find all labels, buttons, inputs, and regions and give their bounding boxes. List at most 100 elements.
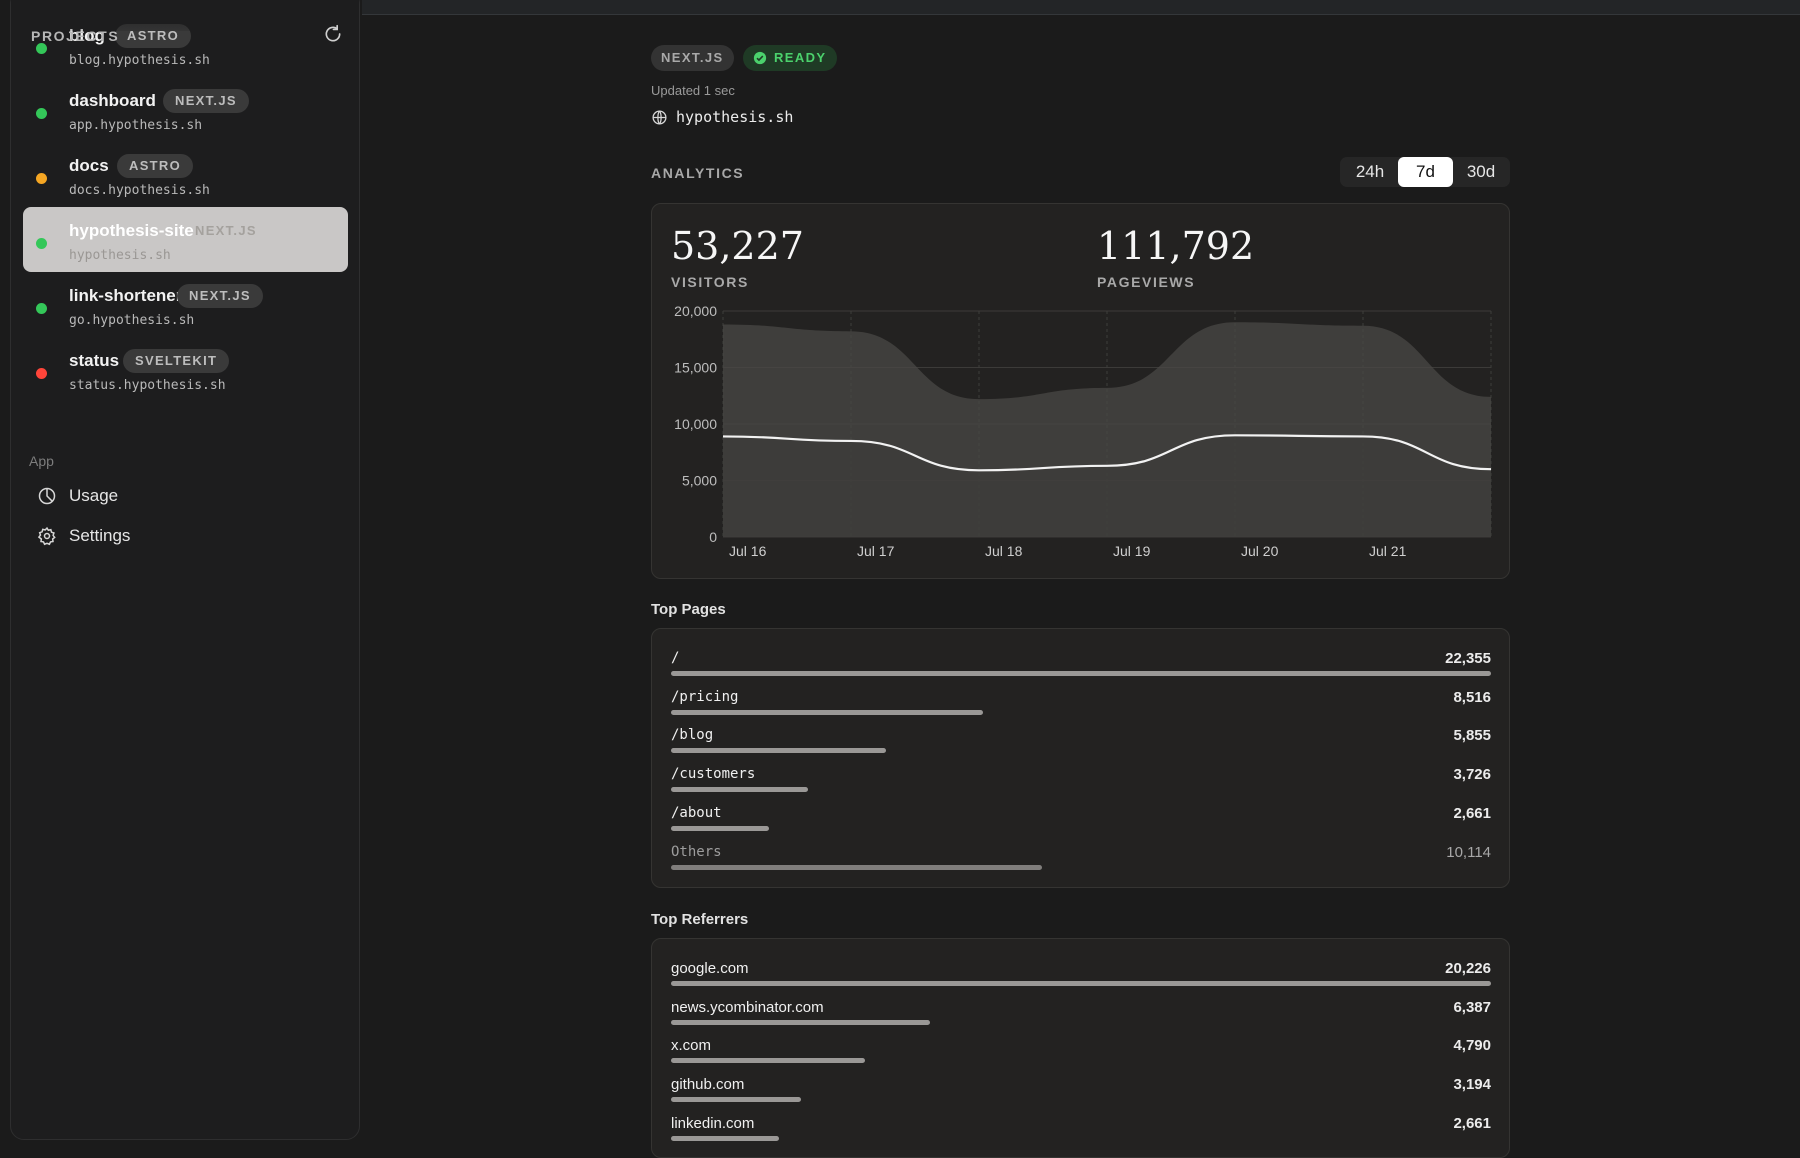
- y-tick-label: 20,000: [674, 303, 717, 319]
- project-api[interactable]: apiOTHERapi.hypothesis.sh: [23, 0, 348, 11]
- traffic-chart: 20,000 15,000 10,000 5,000 0 Jul 16 Jul 17 Jul …: [674, 303, 1492, 559]
- x-tick-label: Jul 20: [1241, 543, 1279, 559]
- x-tick-label: Jul 19: [1113, 543, 1151, 559]
- project-host: app.hypothesis.sh: [69, 118, 203, 133]
- list-item[interactable]: /blog 5,855: [671, 725, 1491, 763]
- project-host: status.hypothesis.sh: [69, 378, 226, 393]
- row-value: 2,661: [1453, 1114, 1491, 1132]
- status-dot: [36, 238, 47, 249]
- project-hypothesis-site[interactable]: hypothesis-site NEXT.JS hypothesis.sh: [23, 207, 348, 272]
- row-label: /customers: [671, 766, 756, 783]
- refresh-icon[interactable]: [323, 24, 343, 44]
- settings-label: Settings: [69, 526, 131, 545]
- globe-icon: [652, 109, 667, 125]
- project-host: api.hypothesis.sh: [69, 0, 202, 2]
- visitors-value: 53,227: [671, 224, 804, 268]
- row-label: /: [671, 650, 680, 666]
- row-value: 3,726: [1453, 766, 1491, 784]
- row-bar: [671, 787, 808, 793]
- pie-chart-icon: [38, 487, 56, 505]
- project-link-shortener[interactable]: link-shortener NEXT.JS go.hypothesis.sh: [23, 272, 348, 337]
- project-dashboard[interactable]: dashboard NEXT.JS app.hypothesis.sh: [23, 77, 348, 142]
- row-label: github.com: [671, 1076, 745, 1094]
- row-label: Others: [671, 843, 722, 860]
- project-blog[interactable]: blog ASTRO blog.hypothesis.sh: [23, 12, 348, 77]
- y-tick-label: 10,000: [674, 416, 717, 432]
- list-item[interactable]: Others 10,114: [671, 842, 1491, 880]
- project-name: docs: [69, 156, 109, 175]
- status-dot: [36, 173, 47, 184]
- project-name: dashboard: [69, 91, 156, 110]
- list-item[interactable]: github.com 3,194: [671, 1074, 1491, 1112]
- sidebar-item-usage[interactable]: Usage: [37, 483, 118, 509]
- row-value: 22,355: [1445, 650, 1491, 667]
- row-bar: [671, 748, 886, 754]
- top-pages-card: / 22,355/pricing 8,516/blog 5,855/customers…: [651, 628, 1510, 888]
- row-bar: [671, 709, 984, 715]
- gear-icon: [37, 526, 56, 546]
- list-item[interactable]: /customers 3,726: [671, 764, 1491, 802]
- row-bar: [671, 1058, 866, 1064]
- pageviews-label: PAGEVIEWS: [1097, 274, 1196, 290]
- y-tick-label: 5,000: [682, 473, 717, 489]
- projects-title: PROJECTS: [31, 28, 120, 44]
- framework-badge: ASTRO: [115, 24, 191, 48]
- range-24h[interactable]: 24h: [1355, 162, 1385, 181]
- project-name: link-shortener: [69, 286, 183, 305]
- framework-badge: NEXT.JS: [195, 223, 257, 238]
- x-tick-label: Jul 17: [857, 543, 895, 559]
- status-dot: [36, 108, 47, 119]
- row-value: 5,855: [1453, 727, 1491, 745]
- domain-text: hypothesis.sh: [676, 108, 794, 126]
- list-item[interactable]: / 22,355: [671, 648, 1491, 686]
- analytics-title: ANALYTICS: [651, 165, 745, 181]
- status-dot: [36, 303, 47, 314]
- y-tick-label: 15,000: [674, 360, 717, 376]
- status-dot: [36, 368, 47, 379]
- range-7d[interactable]: 7d: [1398, 157, 1453, 187]
- project-docs[interactable]: docs ASTRO docs.hypothesis.sh: [23, 142, 348, 207]
- range-selector: 24h 7d 30d: [1340, 157, 1510, 187]
- row-label: /pricing: [671, 688, 739, 705]
- row-bar: [671, 825, 769, 831]
- list-item[interactable]: news.ycombinator.com 6,387: [671, 997, 1491, 1035]
- row-bar: [671, 1019, 931, 1025]
- project-name: hypothesis-site: [69, 221, 194, 240]
- list-item[interactable]: linkedin.com 2,661: [671, 1113, 1491, 1151]
- row-value: 6,387: [1453, 998, 1491, 1016]
- usage-label: Usage: [69, 486, 119, 505]
- row-value: 10,114: [1446, 843, 1491, 861]
- row-value: 2,661: [1453, 804, 1491, 822]
- project-status[interactable]: status SVELTEKIT status.hypothesis.sh: [23, 337, 348, 402]
- row-label: x.com: [671, 1037, 712, 1055]
- row-value: 8,516: [1453, 688, 1491, 706]
- top-referrers-title: Top Referrers: [651, 911, 749, 928]
- sidebar-item-settings[interactable]: Settings: [37, 523, 130, 549]
- row-value: 3,194: [1453, 1076, 1491, 1094]
- x-tick-label: Jul 21: [1369, 543, 1407, 559]
- row-value: 20,226: [1445, 960, 1491, 977]
- visitors-line: [722, 434, 1492, 472]
- list-item[interactable]: /about 2,661: [671, 803, 1491, 841]
- project-host: blog.hypothesis.sh: [69, 53, 210, 68]
- framework-badge: SVELTEKIT: [123, 349, 230, 373]
- x-tick-label: Jul 16: [729, 543, 767, 559]
- y-tick-label: 0: [709, 529, 717, 545]
- framework-badge: ASTRO: [117, 154, 193, 178]
- list-item[interactable]: x.com 4,790: [671, 1035, 1491, 1073]
- row-bar: [671, 1135, 780, 1141]
- list-item[interactable]: google.com 20,226: [671, 958, 1491, 996]
- range-30d[interactable]: 30d: [1466, 162, 1496, 181]
- project-host: hypothesis.sh: [69, 248, 171, 263]
- row-bar: [671, 671, 1491, 676]
- sidebar: apiOTHERapi.hypothesis.shblogASTROblog.h…: [10, 0, 360, 1140]
- app-section-label: App: [29, 453, 54, 469]
- top-pages-title: Top Pages: [651, 601, 726, 618]
- status-text: READY: [774, 50, 827, 65]
- status-badge: READY: [743, 45, 837, 71]
- project-host: docs.hypothesis.sh: [69, 183, 210, 198]
- list-item[interactable]: /pricing 8,516: [671, 687, 1491, 725]
- domain-link[interactable]: hypothesis.sh: [651, 108, 793, 126]
- updated-time: Updated 1 sec: [651, 83, 735, 98]
- status-dot: [36, 43, 47, 54]
